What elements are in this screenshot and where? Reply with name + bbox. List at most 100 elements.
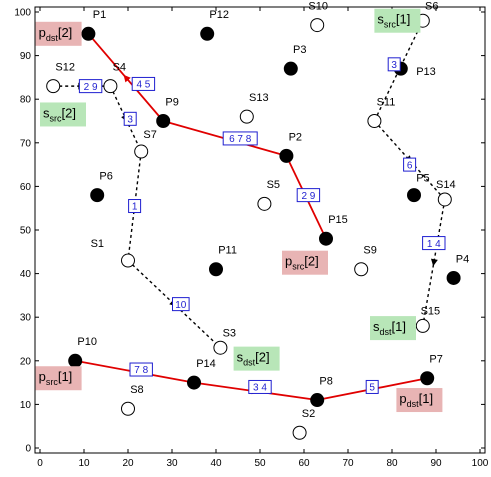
x-tick-label: 40 bbox=[210, 458, 222, 469]
endpoint-label-main: s bbox=[377, 12, 384, 27]
node-p12 bbox=[200, 26, 215, 41]
edge-label-box bbox=[296, 188, 321, 203]
y-tick-label: 50 bbox=[20, 226, 32, 237]
endpoint-box-red bbox=[282, 250, 328, 275]
edge-label-box bbox=[129, 362, 153, 377]
endpoint-label-suffix: [2] bbox=[304, 254, 318, 269]
node-label-p8: P8 bbox=[319, 375, 332, 387]
node-s15 bbox=[415, 318, 430, 333]
node-p2 bbox=[279, 148, 294, 163]
node-s10 bbox=[310, 18, 325, 33]
endpoint-label-sub: src bbox=[292, 262, 304, 272]
edge-label-box bbox=[128, 199, 142, 214]
endpoint-label-main: s bbox=[43, 105, 50, 120]
endpoint-label-main: p bbox=[399, 391, 406, 406]
y-tick-label: 20 bbox=[20, 356, 32, 367]
endpoint-label-sub: dst bbox=[380, 327, 393, 337]
node-s2 bbox=[292, 425, 307, 440]
x-tick-label: 20 bbox=[122, 458, 134, 469]
endpoint-label-sub: src bbox=[50, 113, 62, 123]
node-p14 bbox=[187, 375, 201, 390]
node-p6 bbox=[90, 188, 105, 203]
edge-label-text: 2 9 bbox=[84, 82, 98, 93]
node-label-p1: P1 bbox=[93, 9, 106, 21]
node-label-s2: S2 bbox=[302, 408, 315, 420]
endpoint-box-red bbox=[35, 21, 82, 46]
node-label-p15: P15 bbox=[328, 214, 348, 226]
endpoint-label-suffix: [1] bbox=[392, 319, 406, 334]
node-label-s7: S7 bbox=[143, 129, 156, 141]
node-label-p3: P3 bbox=[293, 44, 306, 56]
y-tick-label: 0 bbox=[25, 444, 31, 455]
node-label-s4: S4 bbox=[113, 62, 126, 74]
edge-label-box bbox=[172, 297, 190, 312]
node-p5 bbox=[407, 188, 421, 203]
endpoint-label-suffix: [2] bbox=[62, 105, 76, 120]
node-s11 bbox=[367, 114, 382, 128]
node-label-s1: S1 bbox=[91, 238, 104, 250]
node-label-p5: P5 bbox=[416, 173, 429, 185]
endpoint-label-main: s bbox=[373, 319, 380, 334]
x-tick-label: 50 bbox=[254, 458, 266, 469]
node-label-s11: S11 bbox=[377, 96, 396, 108]
edge-label-text: 5 bbox=[369, 383, 375, 394]
endpoint-box-red bbox=[35, 366, 82, 391]
node-p10 bbox=[68, 353, 83, 368]
edge-label-box bbox=[131, 76, 156, 91]
node-s5 bbox=[257, 196, 272, 211]
x-tick-label: 90 bbox=[430, 458, 442, 469]
node-label-p7: P7 bbox=[429, 354, 442, 366]
endpoint-label: ssrc[2] bbox=[43, 105, 76, 123]
endpoint-label: psrc[1] bbox=[39, 369, 73, 387]
node-label-p6: P6 bbox=[99, 171, 112, 183]
edge-label-text: 7 8 bbox=[134, 365, 148, 376]
endpoint-label: pdst[1] bbox=[399, 391, 433, 409]
node-s3 bbox=[213, 340, 228, 355]
edge-label-text: 10 bbox=[175, 300, 187, 311]
node-p1 bbox=[81, 26, 96, 41]
node-label-p9: P9 bbox=[165, 96, 178, 108]
endpoint-label-main: s bbox=[237, 350, 244, 365]
node-p4 bbox=[446, 270, 461, 285]
node-p8 bbox=[310, 393, 325, 408]
edge-label-box bbox=[222, 131, 258, 146]
x-tick-label: 30 bbox=[166, 458, 178, 469]
node-label-p11: P11 bbox=[218, 245, 237, 257]
endpoint-label-main: p bbox=[39, 25, 46, 40]
edge-label-box bbox=[422, 236, 446, 251]
node-label-s3: S3 bbox=[223, 327, 236, 339]
endpoint-label-sub: dst bbox=[407, 399, 420, 409]
node-s9 bbox=[354, 262, 369, 277]
endpoint-box-green bbox=[233, 346, 280, 371]
edge-label-box bbox=[403, 157, 417, 172]
node-p9 bbox=[156, 114, 171, 128]
y-tick-label: 60 bbox=[20, 182, 32, 193]
endpoint-label-sub: dst bbox=[243, 358, 256, 368]
endpoint-label-sub: src bbox=[384, 20, 396, 30]
y-tick-label: 30 bbox=[20, 313, 32, 324]
endpoint-label-main: p bbox=[39, 369, 46, 384]
node-p15 bbox=[319, 231, 333, 246]
edge-label-text: 6 bbox=[407, 160, 413, 171]
node-label-s5: S5 bbox=[267, 179, 280, 191]
node-s12 bbox=[46, 79, 61, 94]
node-label-p4: P4 bbox=[456, 253, 469, 265]
node-label-s14: S14 bbox=[436, 179, 456, 191]
x-tick-label: 80 bbox=[386, 458, 398, 469]
edge-label-box bbox=[78, 79, 103, 94]
node-label-s8: S8 bbox=[130, 384, 143, 396]
x-tick-label: 100 bbox=[472, 458, 489, 469]
endpoint-label: sdst[1] bbox=[373, 319, 406, 337]
endpoint-labels: pdst[2]ssrc[1]ssrc[2]psrc[2]sdst[2]sdst[… bbox=[35, 8, 443, 413]
node-s8 bbox=[121, 401, 135, 416]
edge-label-box bbox=[248, 379, 272, 394]
edge-label-box bbox=[387, 57, 401, 72]
node-label-p12: P12 bbox=[209, 9, 229, 21]
node-label-s13: S13 bbox=[249, 92, 269, 104]
y-tick-label: 40 bbox=[20, 269, 32, 280]
node-label-p14: P14 bbox=[196, 358, 216, 370]
node-label-s6: S6 bbox=[425, 0, 438, 12]
node-s1 bbox=[121, 253, 135, 268]
x-tick-label: 60 bbox=[298, 458, 310, 469]
edge-label-text: 3 bbox=[391, 60, 397, 71]
